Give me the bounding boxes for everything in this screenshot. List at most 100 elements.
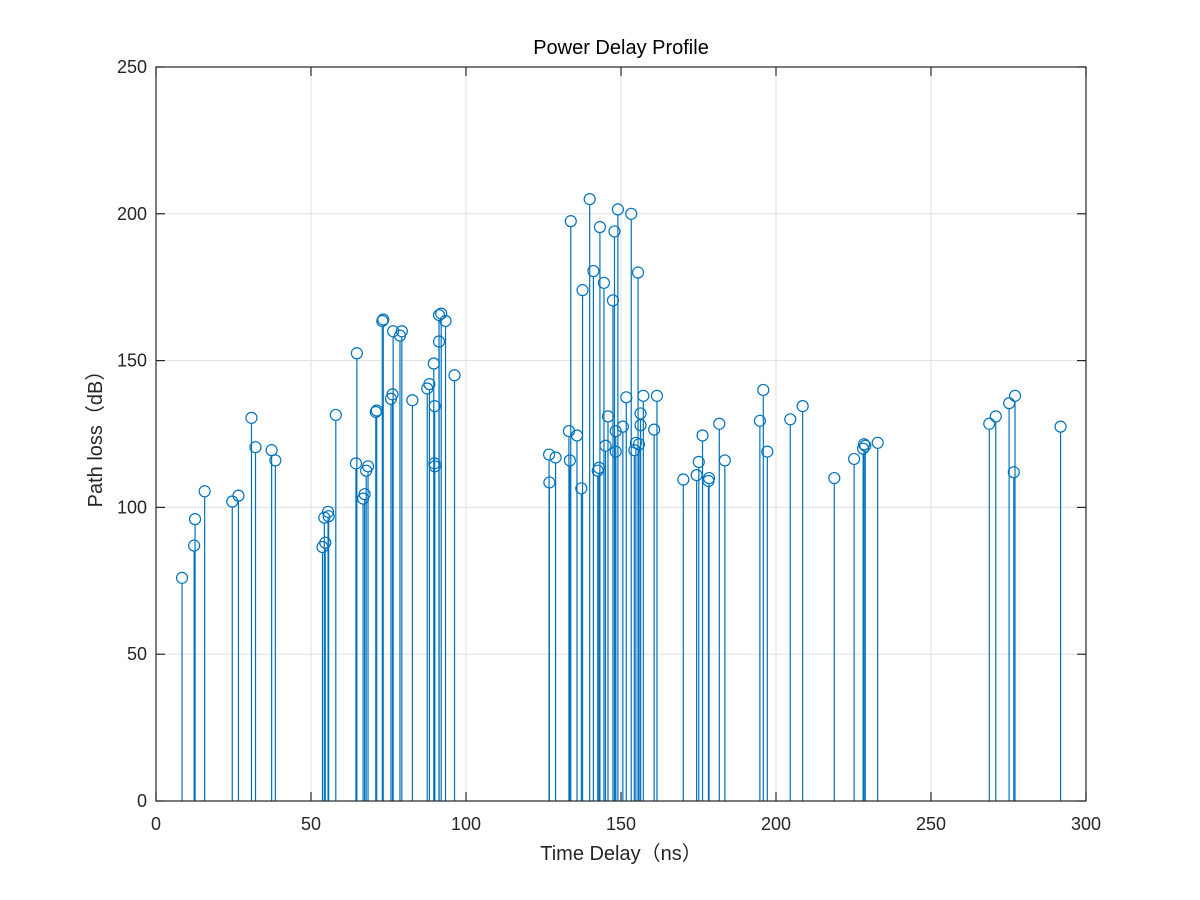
stem-marker [784,413,797,426]
stem-marker [637,389,650,402]
stem-marker [377,313,390,326]
stem-marker [871,436,884,449]
stem-marker [601,410,615,423]
stem-marker [570,429,584,442]
stem-marker [648,423,661,436]
y-tick-label: 200 [117,204,147,224]
stem-marker [587,264,600,278]
y-axis-label: Path loss（dB） [84,361,107,508]
y-tick-label: 250 [117,57,147,77]
stem-marker [188,513,202,526]
stem-marker [395,325,408,338]
stem-marker [448,369,461,382]
x-tick-label: 0 [151,814,161,834]
stem-marker [753,414,766,427]
stem-marker [606,294,620,307]
stem-marker [761,445,774,458]
stem-marker [549,451,562,464]
stem-marker [319,536,332,549]
stem-marker [692,455,705,468]
stem-marker [859,439,872,452]
stem-marker [439,314,452,328]
stem-marker [796,400,809,413]
stem-marker [232,489,245,502]
y-tick-label: 50 [127,644,147,664]
x-tick-label: 100 [451,814,481,834]
stem-marker [857,438,871,451]
stem-marker [542,448,556,461]
x-axis-label: Time Delay（ns） [540,842,702,865]
stem-marker [650,389,664,402]
stem-marker [608,225,621,238]
y-tick-label: 150 [117,351,147,371]
stem-marker [358,488,371,501]
stem-marker [631,266,645,279]
stem-marker [592,461,606,474]
stem-marker [625,207,638,220]
ticks: 0 50 100 150 200 250 300 0 50 100 150 200 250 [117,57,1101,834]
stem-marker [321,505,335,518]
stem-marker [386,388,399,401]
x-tick-label: 200 [761,814,791,834]
x-tick-label: 50 [301,814,321,834]
x-tick-label: 300 [1071,814,1101,834]
stem-marker [632,438,646,451]
x-tick-label: 250 [916,814,946,834]
stem-marker [634,407,647,420]
chart-title: Power Delay Profile [533,37,709,59]
stem-marker [387,325,400,338]
stem-marker [543,476,556,489]
stem-marker [609,445,622,458]
stem-marker [713,417,726,430]
y-tick-label: 0 [137,791,147,811]
stem-marker [576,284,589,297]
stem-marker [1003,397,1016,410]
stem-marker [696,429,709,442]
stem-marker [989,410,1002,423]
stem-marker [828,471,841,485]
stem-marker [349,457,363,470]
stem-marker [350,347,363,360]
stem-marker [634,419,647,432]
y-tick-label: 100 [117,497,147,517]
stem-marker [428,460,441,473]
stem-marker [435,307,448,320]
stem-marker [175,571,189,584]
stem-marker [609,424,622,438]
stem-marker [1054,420,1067,433]
stems [181,204,1062,801]
stem-marker [1007,466,1020,479]
stem-marker [376,314,389,328]
stem-marker [370,404,383,417]
markers [175,193,1067,584]
stem-marker [564,215,577,228]
stem-marker [620,391,633,404]
stem-marker [188,539,201,552]
stem-marker [245,411,258,424]
stem-marker [369,405,382,419]
stem-marker [427,357,440,370]
stem-marker [198,485,211,498]
stem-marker [616,420,629,433]
stem-marker [361,460,375,473]
stem-marker [593,220,607,234]
stem-marker [848,452,861,466]
stem-marker [423,377,436,391]
stem-marker [690,469,703,482]
stem-marker [432,335,446,348]
stem-marker [575,482,588,495]
stem-marker [718,454,731,467]
stem-marker [406,394,419,407]
stem-marker [322,510,335,523]
stem-marker [428,400,441,413]
stem-marker [702,471,716,485]
stem-marker [329,408,342,422]
stem-marker [677,473,690,486]
stem-marker [1008,389,1022,402]
stem-marker [611,203,625,216]
stem-marker [269,454,282,467]
stem-marker [757,383,770,397]
stem-marker [563,454,576,467]
